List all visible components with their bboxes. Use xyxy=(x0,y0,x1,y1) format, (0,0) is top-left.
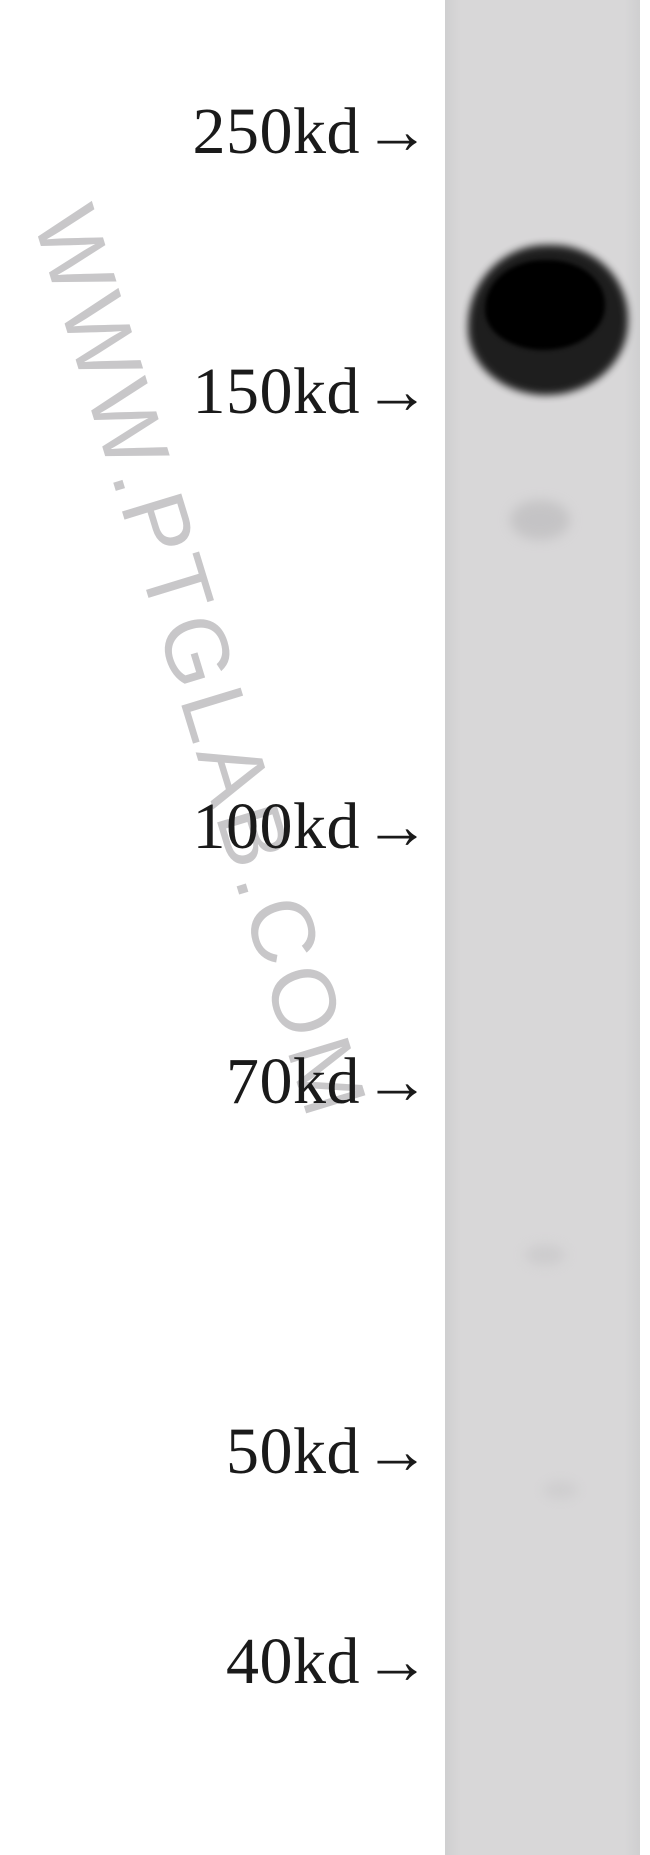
western-blot-figure: WWW.PTGLAB.COM 250kd→150kd→100kd→70kd→50… xyxy=(0,0,650,1855)
mw-marker: 250kd→ xyxy=(193,99,431,165)
mw-marker-label: 50kd xyxy=(226,1419,360,1485)
lane-smudge xyxy=(543,1481,578,1499)
mw-marker: 50kd→ xyxy=(226,1419,430,1485)
arrow-right-icon: → xyxy=(364,1629,430,1695)
mw-marker: 40kd→ xyxy=(226,1629,430,1695)
arrow-right-icon: → xyxy=(364,1049,430,1115)
lane-smudge xyxy=(510,500,570,540)
lane-smudge xyxy=(525,1245,565,1265)
mw-marker-label: 100kd xyxy=(193,794,361,860)
mw-marker: 150kd→ xyxy=(193,359,431,425)
mw-marker-label: 250kd xyxy=(193,99,361,165)
mw-marker: 100kd→ xyxy=(193,794,431,860)
arrow-right-icon: → xyxy=(364,99,430,165)
arrow-right-icon: → xyxy=(364,359,430,425)
arrow-right-icon: → xyxy=(364,1419,430,1485)
mw-marker-label: 40kd xyxy=(226,1629,360,1695)
watermark-text: WWW.PTGLAB.COM xyxy=(12,195,388,1133)
mw-marker-label: 150kd xyxy=(193,359,361,425)
mw-marker-label: 70kd xyxy=(226,1049,360,1115)
arrow-right-icon: → xyxy=(364,794,430,860)
mw-marker: 70kd→ xyxy=(226,1049,430,1115)
protein-band xyxy=(485,260,605,350)
